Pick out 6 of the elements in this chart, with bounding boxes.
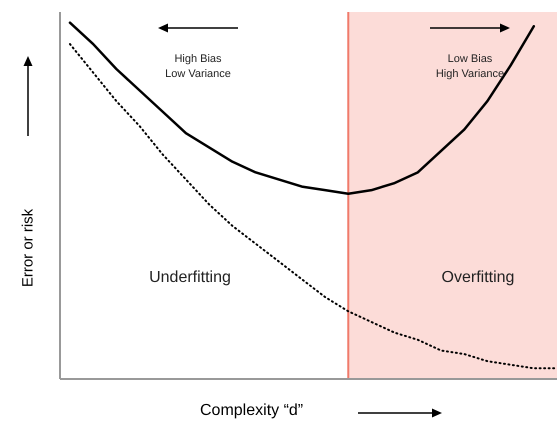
x-axis-title: Complexity “d” <box>200 402 304 420</box>
annotation: High Bias Low Variance <box>165 52 231 82</box>
annotation: Overfitting <box>442 269 514 286</box>
annotation: Underfitting <box>149 269 231 286</box>
y-axis-title: Error or risk <box>20 208 36 288</box>
annotation: Low Bias High Variance <box>436 52 504 82</box>
